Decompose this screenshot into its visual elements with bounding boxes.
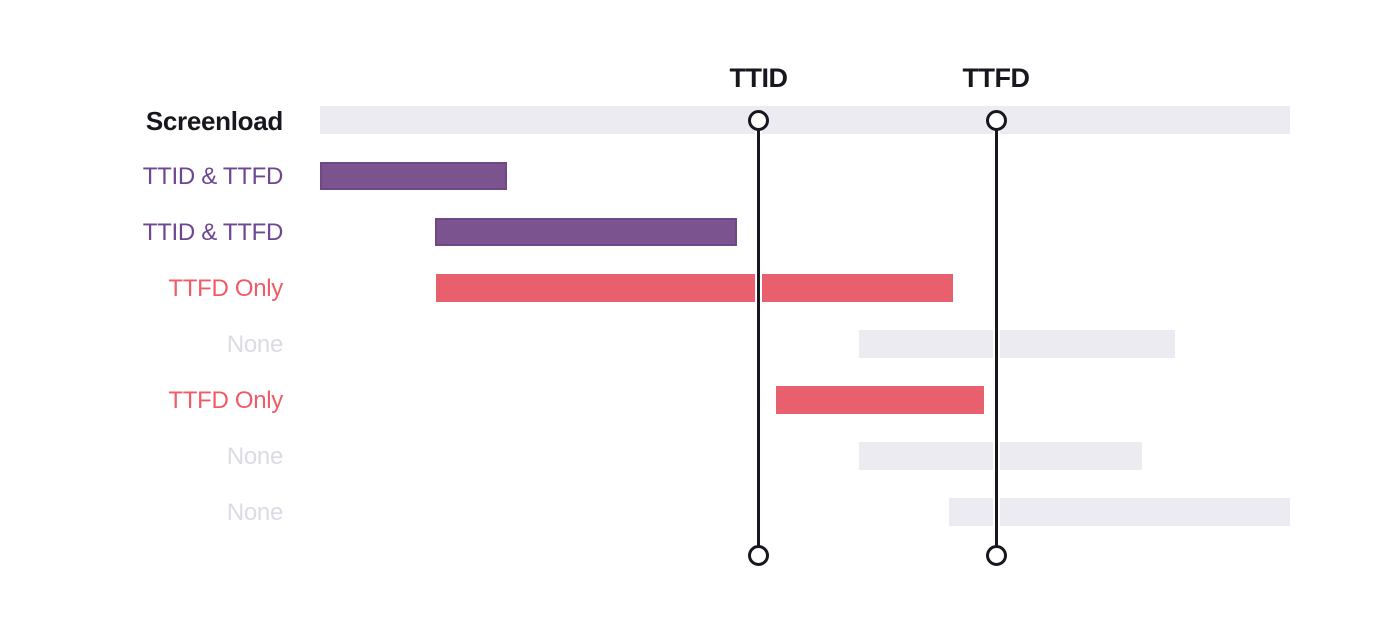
marker-circle-bottom-ttid xyxy=(748,544,769,566)
marker-line-stroke-ttfd xyxy=(994,120,998,555)
span-bar-none xyxy=(859,442,1142,470)
marker-circle-top-ttfd xyxy=(985,109,1007,131)
span-bar-none xyxy=(859,330,1175,358)
row-label-ttfd-only: TTFD Only xyxy=(168,387,283,414)
row-label-none: None xyxy=(226,443,283,470)
marker-line-stroke-ttid xyxy=(757,120,760,555)
marker-label-ttid: TTID xyxy=(729,63,789,93)
row-label-screenload: Screenload xyxy=(145,106,283,136)
row-label-none: None xyxy=(226,331,283,358)
span-bar-none xyxy=(949,498,1290,526)
span-bar-ttid-ttfd xyxy=(435,218,737,246)
marker-line-ttfd xyxy=(992,120,1000,555)
span-bar-ttfd-only xyxy=(776,386,984,414)
row-label-ttid-ttfd: TTID & TTFD xyxy=(142,163,284,190)
span-bar-ttfd-only xyxy=(436,274,953,302)
span-bar-screenload xyxy=(320,106,1290,134)
row-label-ttfd-only: TTFD Only xyxy=(168,275,283,302)
row-label-none: None xyxy=(226,499,283,526)
marker-circle-top-ttid xyxy=(748,109,769,131)
span-bar-ttid-ttfd xyxy=(320,162,507,190)
marker-label-ttfd: TTFD xyxy=(962,63,1030,93)
row-label-ttid-ttfd: TTID & TTFD xyxy=(142,219,284,246)
marker-circle-bottom-ttfd xyxy=(985,544,1007,566)
marker-line-ttid xyxy=(755,120,762,555)
